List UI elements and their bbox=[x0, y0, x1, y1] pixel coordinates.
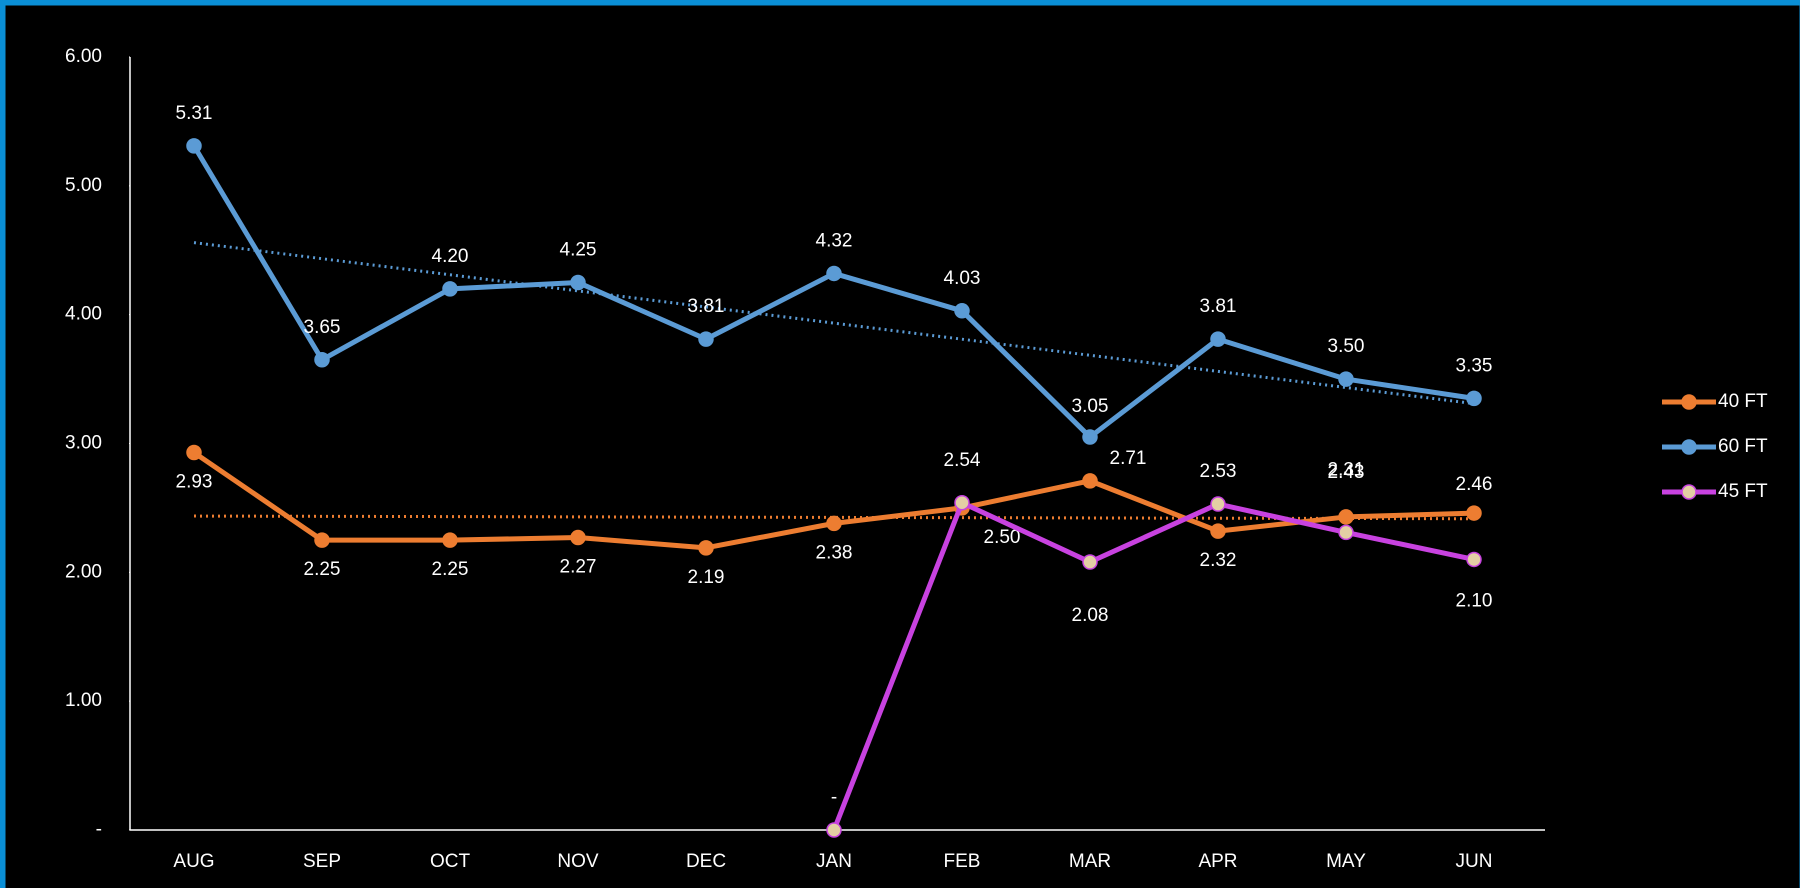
data-label: - bbox=[831, 787, 837, 808]
legend-label: 60 FT bbox=[1718, 436, 1768, 457]
marker bbox=[954, 303, 970, 319]
x-tick-label: FEB bbox=[944, 851, 981, 872]
x-tick-label: JUN bbox=[1456, 851, 1493, 872]
data-label: 3.81 bbox=[688, 296, 725, 317]
marker bbox=[442, 532, 458, 548]
x-tick-label: MAY bbox=[1326, 851, 1366, 872]
legend-label: 40 FT bbox=[1718, 391, 1768, 412]
legend-label: 45 FT bbox=[1718, 481, 1768, 502]
marker bbox=[1338, 371, 1354, 387]
marker bbox=[1210, 496, 1226, 512]
data-label: 2.46 bbox=[1456, 474, 1493, 495]
marker bbox=[314, 352, 330, 368]
y-tick-label: 1.00 bbox=[65, 690, 102, 711]
x-tick-label: NOV bbox=[557, 851, 599, 872]
marker bbox=[826, 515, 842, 532]
y-tick-label: 2.00 bbox=[65, 561, 102, 582]
data-label: 3.65 bbox=[304, 317, 341, 338]
marker bbox=[1466, 390, 1482, 407]
marker bbox=[698, 540, 714, 556]
marker bbox=[186, 444, 202, 461]
y-tick-label: 3.00 bbox=[65, 433, 102, 454]
data-label: 2.43 bbox=[1328, 462, 1365, 483]
x-tick-label: SEP bbox=[303, 851, 341, 872]
x-tick-label: APR bbox=[1198, 851, 1237, 872]
legend-marker bbox=[1681, 394, 1697, 410]
data-label: 4.32 bbox=[816, 230, 853, 251]
marker bbox=[698, 331, 714, 347]
marker bbox=[314, 532, 330, 548]
y-tick-label: 4.00 bbox=[65, 304, 102, 325]
data-label: 2.25 bbox=[432, 559, 469, 580]
data-label: 2.31 bbox=[1328, 459, 1365, 480]
data-label: 2.25 bbox=[304, 559, 341, 580]
marker bbox=[1082, 473, 1098, 489]
marker bbox=[442, 281, 458, 297]
marker bbox=[1210, 523, 1226, 539]
data-label: 3.81 bbox=[1200, 296, 1237, 317]
data-label: 2.50 bbox=[984, 527, 1021, 548]
data-label: 2.38 bbox=[816, 542, 853, 563]
data-label: 4.25 bbox=[560, 239, 597, 260]
data-label: 3.35 bbox=[1456, 355, 1493, 376]
x-tick-label: JAN bbox=[816, 851, 852, 872]
marker bbox=[1082, 554, 1098, 570]
data-label: 2.53 bbox=[1200, 461, 1237, 482]
data-label: 3.50 bbox=[1328, 336, 1365, 357]
y-tick-label: 5.00 bbox=[65, 175, 102, 196]
legend-marker bbox=[1681, 484, 1697, 500]
x-tick-label: DEC bbox=[686, 851, 726, 872]
marker bbox=[1338, 524, 1354, 541]
x-tick-label: AUG bbox=[173, 851, 214, 872]
trendline bbox=[193, 241, 1475, 406]
data-label: 2.32 bbox=[1200, 550, 1237, 571]
marker bbox=[1082, 429, 1098, 445]
data-label: 2.27 bbox=[560, 557, 597, 578]
marker bbox=[186, 138, 202, 154]
data-label: 2.71 bbox=[1110, 448, 1147, 469]
data-label: 2.08 bbox=[1072, 605, 1109, 626]
data-label: 2.19 bbox=[688, 567, 725, 588]
marker bbox=[1338, 509, 1354, 525]
marker bbox=[570, 274, 586, 291]
x-tick-label: MAR bbox=[1069, 851, 1111, 872]
marker bbox=[826, 822, 842, 838]
data-label: 3.05 bbox=[1072, 396, 1109, 417]
data-label: 4.03 bbox=[944, 268, 981, 289]
marker bbox=[1210, 331, 1226, 347]
data-label: 2.10 bbox=[1456, 590, 1493, 611]
y-tick-label: 6.00 bbox=[65, 46, 102, 67]
data-label: 4.20 bbox=[432, 246, 469, 267]
y-tick-label: - bbox=[96, 819, 102, 840]
data-label: 2.93 bbox=[176, 472, 213, 493]
series-line bbox=[831, 500, 1475, 831]
x-tick-label: OCT bbox=[430, 851, 471, 872]
marker bbox=[1466, 505, 1482, 521]
marker bbox=[954, 495, 970, 511]
marker bbox=[570, 529, 586, 546]
marker bbox=[1466, 551, 1482, 568]
marker bbox=[826, 265, 842, 282]
data-label: 5.31 bbox=[176, 103, 213, 124]
data-label: 2.54 bbox=[944, 450, 981, 471]
legend-marker bbox=[1681, 439, 1697, 455]
